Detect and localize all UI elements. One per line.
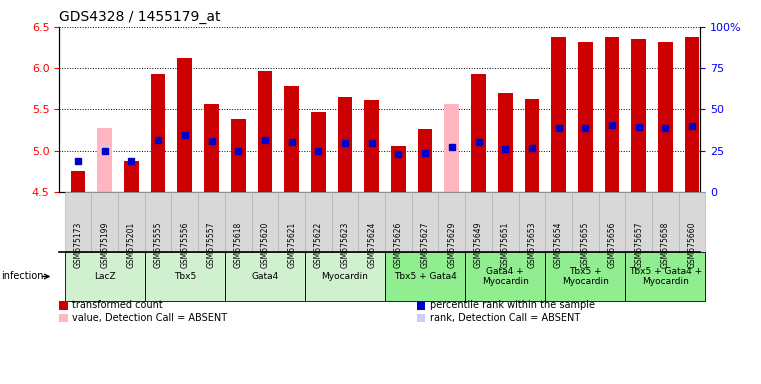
Text: GSM675654: GSM675654 [554, 222, 563, 268]
Text: GSM675657: GSM675657 [634, 222, 643, 268]
Bar [151, 74, 165, 192]
Bar [391, 146, 406, 192]
Text: GSM675618: GSM675618 [234, 222, 243, 268]
Text: GSM675557: GSM675557 [207, 222, 216, 268]
Bar [124, 161, 139, 192]
Text: GSM675651: GSM675651 [501, 222, 510, 268]
Text: GSM675660: GSM675660 [688, 222, 696, 268]
Bar [418, 129, 432, 192]
Text: transformed count: transformed count [72, 300, 163, 310]
Text: percentile rank within the sample: percentile rank within the sample [430, 300, 595, 310]
Bar [285, 86, 299, 192]
Bar [311, 112, 326, 192]
Text: GSM675649: GSM675649 [474, 222, 483, 268]
Bar [632, 39, 646, 192]
Text: Myocardin: Myocardin [322, 272, 368, 281]
Text: Tbx5 + Gata4: Tbx5 + Gata4 [393, 272, 457, 281]
Bar [605, 37, 619, 192]
Bar [578, 42, 593, 192]
Text: infection: infection [2, 271, 44, 281]
Bar [97, 128, 112, 192]
Text: rank, Detection Call = ABSENT: rank, Detection Call = ABSENT [430, 313, 580, 323]
Text: GSM675656: GSM675656 [607, 222, 616, 268]
Bar [444, 104, 459, 192]
Text: GSM675622: GSM675622 [314, 222, 323, 268]
Text: GSM675620: GSM675620 [260, 222, 269, 268]
Text: Gata4: Gata4 [251, 272, 279, 281]
Bar [551, 37, 566, 192]
Text: GSM675653: GSM675653 [527, 222, 537, 268]
Text: GSM675623: GSM675623 [340, 222, 349, 268]
Bar [204, 104, 219, 192]
Text: GSM675201: GSM675201 [127, 222, 136, 268]
Text: GSM675555: GSM675555 [154, 222, 163, 268]
Bar [177, 58, 193, 192]
Bar [471, 74, 486, 192]
Text: value, Detection Call = ABSENT: value, Detection Call = ABSENT [72, 313, 228, 323]
Text: GSM675629: GSM675629 [447, 222, 457, 268]
Text: Tbx5 + Gata4 +
Myocardin: Tbx5 + Gata4 + Myocardin [629, 267, 702, 286]
Bar [658, 42, 673, 192]
Bar [338, 97, 352, 192]
Text: GSM675173: GSM675173 [74, 222, 82, 268]
Bar [71, 171, 85, 192]
Bar [257, 71, 272, 192]
Text: GSM675621: GSM675621 [287, 222, 296, 268]
Text: GSM675627: GSM675627 [421, 222, 430, 268]
Text: GSM675624: GSM675624 [368, 222, 376, 268]
Text: GSM675626: GSM675626 [394, 222, 403, 268]
Bar [365, 99, 379, 192]
Text: Gata4 +
Myocardin: Gata4 + Myocardin [482, 267, 529, 286]
Text: GSM675655: GSM675655 [581, 222, 590, 268]
Text: Tbx5: Tbx5 [174, 272, 196, 281]
Text: GSM675658: GSM675658 [661, 222, 670, 268]
Text: LacZ: LacZ [94, 272, 116, 281]
Text: GDS4328 / 1455179_at: GDS4328 / 1455179_at [59, 10, 221, 25]
Bar [524, 99, 540, 192]
Bar [685, 37, 699, 192]
Text: Tbx5 +
Myocardin: Tbx5 + Myocardin [562, 267, 609, 286]
Text: GSM675199: GSM675199 [100, 222, 110, 268]
Text: GSM675556: GSM675556 [180, 222, 189, 268]
Bar [231, 119, 246, 192]
Bar [498, 93, 513, 192]
